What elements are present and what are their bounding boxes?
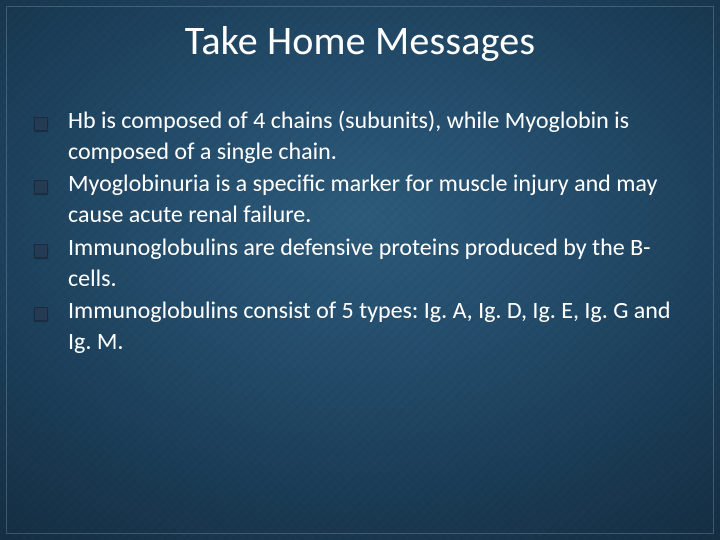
bullet-text: Immunoglobulins consist of 5 types: Ig. … — [68, 296, 680, 357]
list-item: Hb is composed of 4 chains (subunits), w… — [34, 106, 680, 167]
list-item: Immunoglobulins are defensive proteins p… — [34, 233, 680, 294]
slide-title: Take Home Messages — [0, 16, 720, 65]
bullet-text: Immunoglobulins are defensive proteins p… — [68, 233, 680, 294]
slide: Take Home Messages Hb is composed of 4 c… — [0, 0, 720, 540]
square-bullet-icon — [34, 180, 48, 194]
list-item: Immunoglobulins consist of 5 types: Ig. … — [34, 296, 680, 357]
bullet-text: Myoglobinuria is a specific marker for m… — [68, 169, 680, 230]
bullet-text: Hb is composed of 4 chains (subunits), w… — [68, 106, 680, 167]
square-bullet-icon — [34, 307, 48, 321]
slide-body: Hb is composed of 4 chains (subunits), w… — [34, 106, 680, 360]
list-item: Myoglobinuria is a specific marker for m… — [34, 169, 680, 230]
square-bullet-icon — [34, 117, 48, 131]
square-bullet-icon — [34, 244, 48, 258]
